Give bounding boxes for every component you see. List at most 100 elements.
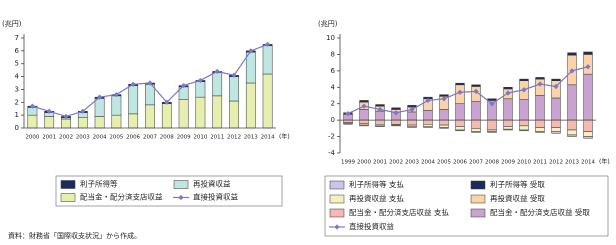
bar-segment (535, 131, 545, 133)
bar-segment (551, 127, 561, 132)
legend-marker (178, 194, 184, 201)
bar-segment (423, 124, 433, 127)
bar-segment (455, 82, 465, 86)
bar-segment (128, 85, 139, 115)
x-tick-label: 1999 (341, 160, 355, 166)
bar-segment (212, 72, 223, 97)
legend-label: 配当金・配分済支店収益 支払 (349, 207, 449, 217)
x-tick-label: 2013 (565, 160, 579, 166)
y-tick-label: 3 (15, 85, 19, 93)
bar-segment (487, 119, 497, 131)
bar-segment (391, 124, 401, 127)
x-tick-label: 2003 (405, 160, 419, 166)
x-tick-label: 2007 (469, 160, 483, 166)
bar-segment (567, 119, 577, 131)
bar-segment (195, 81, 206, 98)
x-tick-label: 2005 (109, 135, 123, 141)
y-tick-label: 2 (331, 100, 335, 108)
legend-label: 再投資収益 受取 (490, 193, 545, 203)
y-tick-label: 8 (331, 50, 335, 58)
x-tick-label: 2001 (42, 135, 56, 141)
y-tick-label: 10 (326, 34, 335, 42)
bar-segment (391, 119, 401, 125)
line-marker (585, 64, 591, 70)
line-marker (265, 41, 271, 48)
legend-box (55, 175, 283, 207)
bar-segment (455, 126, 465, 131)
line-marker (80, 108, 86, 114)
y-tick-label: 2 (15, 98, 19, 106)
x-tick-label: 2009 (501, 160, 515, 166)
x-tick-label: 2006 (126, 135, 140, 141)
bar-segment (583, 119, 593, 132)
bar-segment (487, 98, 497, 101)
legend-label: 再投資収益 (193, 179, 231, 189)
bar-segment (503, 128, 513, 131)
bar-segment (583, 131, 593, 137)
line-marker (345, 110, 351, 117)
bar-segment (535, 119, 545, 128)
bar-segment (471, 84, 481, 87)
legend-marker (334, 224, 340, 230)
y-axis-label: (兆円) (318, 19, 338, 28)
x-tick-label: 2007 (143, 135, 157, 141)
bar-segment (375, 119, 385, 125)
bar-segment (535, 127, 545, 132)
legend-label: 配当金・配分済支店収益 (80, 192, 163, 202)
bar-segment (375, 104, 385, 107)
line-marker (441, 96, 447, 102)
bar-segment (439, 124, 449, 128)
bar-segment (195, 96, 206, 129)
bar-segment (551, 131, 561, 134)
bar-segment (455, 129, 465, 132)
bar-segment (359, 109, 369, 121)
bar-segment (245, 82, 256, 129)
line-marker (393, 110, 399, 116)
y-tick-label: 0 (331, 116, 335, 124)
line-marker (181, 82, 187, 89)
y-tick-label: 1 (15, 111, 19, 119)
line-marker (147, 80, 153, 86)
x-tick-label: 2011 (210, 135, 224, 141)
bar-segment (519, 129, 529, 132)
line-marker (521, 87, 527, 93)
line-marker (29, 103, 35, 109)
x-tick-label: 2012 (227, 135, 241, 141)
y-tick-label: 5 (15, 60, 19, 68)
line-marker (164, 99, 170, 105)
legend-label: 利子所得等 (80, 179, 118, 189)
x-tick-label: 2010 (517, 160, 531, 166)
bar-segment (359, 100, 369, 103)
x-tick-label: 2006 (453, 160, 467, 166)
bar-segment (503, 87, 513, 90)
bar-segment (178, 99, 189, 129)
legend-label: 利子所得等 支払 (349, 179, 404, 189)
bar-segment (343, 123, 353, 125)
bar-segment (61, 118, 71, 129)
x-tick-label: 2005 (437, 160, 451, 166)
bar-segment (583, 73, 593, 121)
x-tick-label: 2003 (76, 135, 90, 141)
bar-segment (407, 126, 417, 128)
x-axis-label: (年) (279, 133, 290, 141)
line-marker (361, 103, 367, 109)
line-marker (197, 77, 203, 84)
bar-segment (77, 117, 88, 129)
bar-segment (439, 109, 449, 121)
line-marker (457, 89, 463, 95)
bar-segment (145, 104, 155, 129)
legend-box (324, 175, 609, 237)
x-tick-label: 2013 (244, 135, 258, 141)
bar-segment (567, 134, 577, 137)
bar-segment (229, 76, 239, 102)
bar-segment (212, 95, 223, 129)
x-tick-label: 2000 (357, 160, 371, 166)
line-marker (97, 94, 103, 100)
legend-swatch (60, 193, 76, 202)
y-tick-label: 6 (15, 47, 20, 55)
bar-segment (423, 126, 433, 128)
legend-swatch (470, 180, 486, 190)
bar-segment (262, 73, 273, 129)
line-marker (473, 88, 479, 94)
